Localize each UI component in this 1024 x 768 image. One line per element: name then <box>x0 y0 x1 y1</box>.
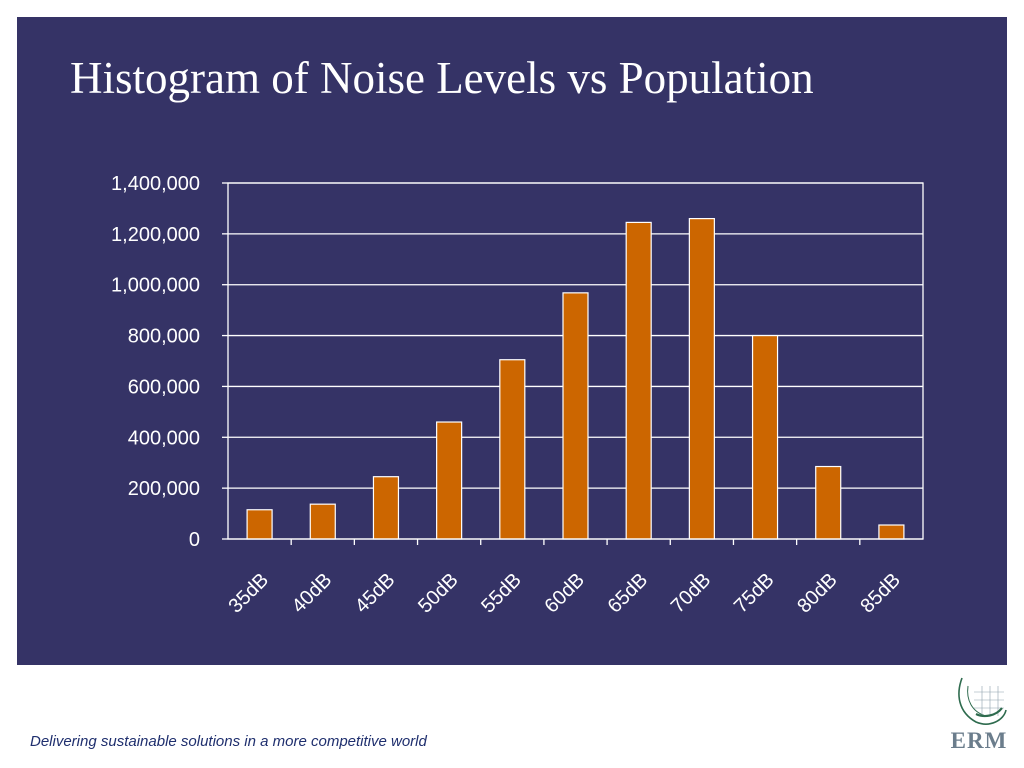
histogram-bar <box>562 292 589 540</box>
y-tick-label: 600,000 <box>128 376 200 398</box>
histogram-bar <box>309 503 336 540</box>
bars <box>246 218 905 540</box>
x-tick-label: 45dB <box>351 569 400 618</box>
plot-border <box>227 182 924 540</box>
x-tick-label: 80dB <box>793 569 842 618</box>
histogram-bar <box>625 221 652 540</box>
histogram-bar <box>499 359 526 540</box>
x-tick-label: 85dB <box>856 569 905 618</box>
y-tick-label: 1,400,000 <box>111 173 200 195</box>
histogram-bar <box>751 334 779 540</box>
histogram-bar <box>372 476 400 540</box>
x-tick-label: 70dB <box>667 569 716 618</box>
fern-logo-icon <box>958 677 1007 725</box>
erm-logo: ERM <box>946 672 1012 760</box>
x-tick-label: 65dB <box>604 569 653 618</box>
x-tick-label: 40dB <box>288 569 337 618</box>
x-tick-label: 60dB <box>540 569 589 618</box>
x-tick-label: 35dB <box>225 569 274 618</box>
y-tick-label: 400,000 <box>128 427 200 449</box>
y-tick-label: 1,200,000 <box>111 224 200 246</box>
x-tick-label: 55dB <box>477 569 526 618</box>
logo-text: ERM <box>950 728 1008 753</box>
x-tick-label: 50dB <box>414 569 463 618</box>
y-tick-label: 1,000,000 <box>111 275 200 297</box>
histogram-bar <box>688 218 715 540</box>
histogram-bar <box>815 465 842 540</box>
x-tick-labels: 35dB 40dB 45dB 50dB 55dB 60dB 65dB 70dB 75dB 80dB… <box>225 569 905 618</box>
histogram-bar <box>878 524 905 540</box>
histogram-bar <box>436 421 463 540</box>
x-tick-label: 75dB <box>730 569 779 618</box>
y-tick-label: 200,000 <box>128 478 200 500</box>
footer-tagline: Delivering sustainable solutions in a mo… <box>30 733 427 750</box>
slide-title: Histogram of Noise Levels vs Population <box>70 53 814 103</box>
y-tick-label: 800,000 <box>128 326 200 348</box>
plot-frame <box>227 182 924 545</box>
y-tick-labels: 0 200,000 400,000 600,000 800,000 1,000,000 1,… <box>111 173 200 551</box>
slide-panel <box>17 17 1007 665</box>
y-tick-label: 0 <box>189 529 200 551</box>
histogram-bar <box>246 509 273 540</box>
